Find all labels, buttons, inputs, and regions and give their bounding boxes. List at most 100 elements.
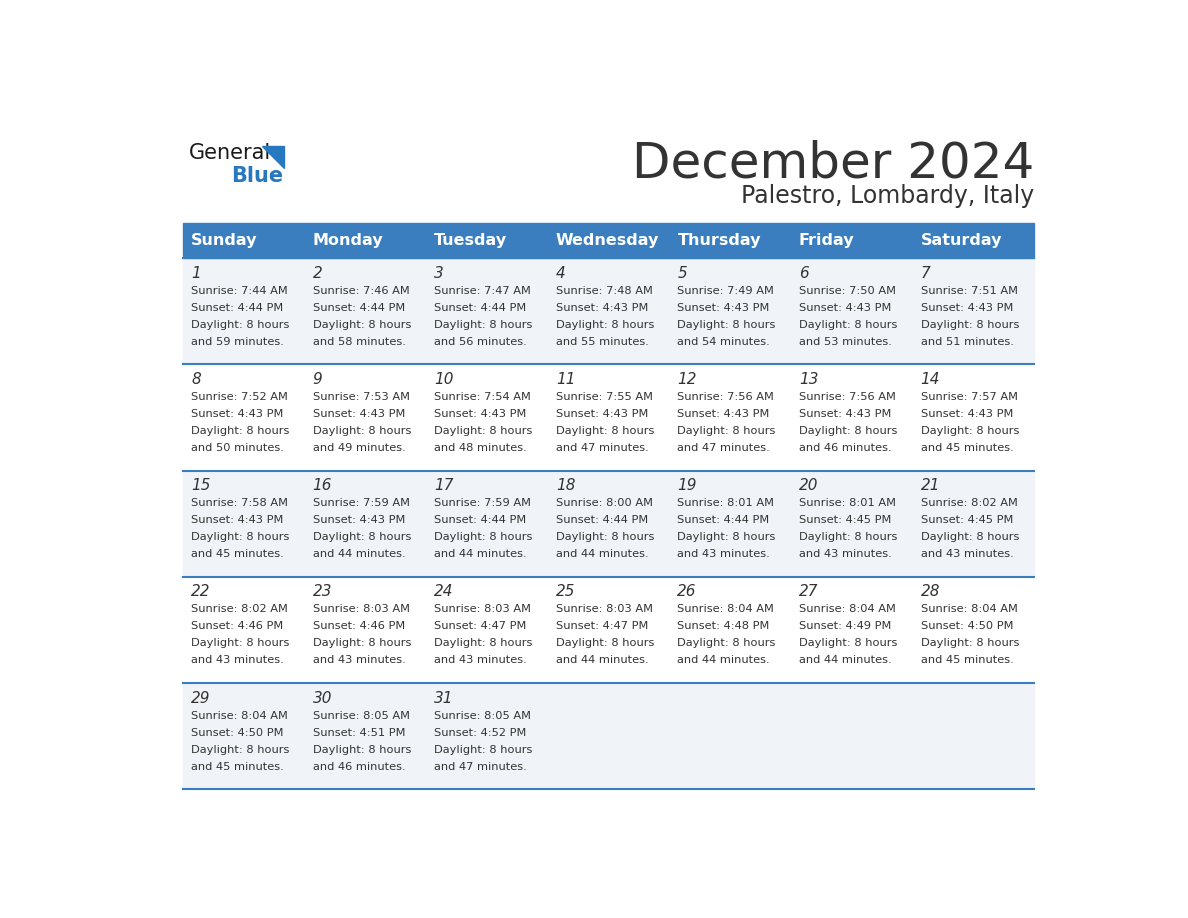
Text: 13: 13 xyxy=(800,372,819,387)
Text: Sunset: 4:44 PM: Sunset: 4:44 PM xyxy=(677,515,770,525)
Text: December 2024: December 2024 xyxy=(632,140,1035,187)
Text: Daylight: 8 hours: Daylight: 8 hours xyxy=(921,638,1019,648)
Text: Daylight: 8 hours: Daylight: 8 hours xyxy=(677,638,776,648)
Text: and 46 minutes.: and 46 minutes. xyxy=(800,442,891,453)
Bar xyxy=(183,577,1035,683)
Text: and 44 minutes.: and 44 minutes. xyxy=(556,549,649,559)
Text: 25: 25 xyxy=(556,585,575,599)
Text: Sunday: Sunday xyxy=(191,233,258,248)
Text: Sunset: 4:46 PM: Sunset: 4:46 PM xyxy=(191,621,284,632)
Text: Sunset: 4:52 PM: Sunset: 4:52 PM xyxy=(435,728,526,738)
Text: 15: 15 xyxy=(191,478,210,493)
Text: Tuesday: Tuesday xyxy=(435,233,507,248)
Bar xyxy=(183,364,1035,471)
Text: and 44 minutes.: and 44 minutes. xyxy=(556,655,649,666)
Text: and 43 minutes.: and 43 minutes. xyxy=(677,549,770,559)
Text: Sunrise: 7:56 AM: Sunrise: 7:56 AM xyxy=(677,392,775,402)
Text: Sunset: 4:50 PM: Sunset: 4:50 PM xyxy=(191,728,284,738)
Text: 21: 21 xyxy=(921,478,940,493)
Text: Sunset: 4:44 PM: Sunset: 4:44 PM xyxy=(556,515,649,525)
Text: Daylight: 8 hours: Daylight: 8 hours xyxy=(556,532,655,543)
Text: Sunrise: 7:49 AM: Sunrise: 7:49 AM xyxy=(677,285,775,296)
Text: and 48 minutes.: and 48 minutes. xyxy=(435,442,527,453)
Text: 9: 9 xyxy=(312,372,322,387)
Text: Sunset: 4:43 PM: Sunset: 4:43 PM xyxy=(921,303,1013,313)
Text: and 44 minutes.: and 44 minutes. xyxy=(800,655,891,666)
Text: Sunset: 4:43 PM: Sunset: 4:43 PM xyxy=(800,303,891,313)
Text: Daylight: 8 hours: Daylight: 8 hours xyxy=(800,638,897,648)
Polygon shape xyxy=(263,146,284,168)
Text: Daylight: 8 hours: Daylight: 8 hours xyxy=(191,426,290,436)
Text: Daylight: 8 hours: Daylight: 8 hours xyxy=(435,532,532,543)
Text: 1: 1 xyxy=(191,265,201,281)
Text: Sunset: 4:43 PM: Sunset: 4:43 PM xyxy=(435,409,526,419)
Text: Daylight: 8 hours: Daylight: 8 hours xyxy=(312,319,411,330)
Text: Daylight: 8 hours: Daylight: 8 hours xyxy=(312,744,411,755)
Bar xyxy=(183,222,1035,258)
Text: Sunset: 4:43 PM: Sunset: 4:43 PM xyxy=(677,409,770,419)
Text: 2: 2 xyxy=(312,265,322,281)
Text: Sunrise: 7:44 AM: Sunrise: 7:44 AM xyxy=(191,285,287,296)
Text: Sunset: 4:47 PM: Sunset: 4:47 PM xyxy=(556,621,649,632)
Text: Sunrise: 7:48 AM: Sunrise: 7:48 AM xyxy=(556,285,652,296)
Text: 3: 3 xyxy=(435,265,444,281)
Text: 6: 6 xyxy=(800,265,809,281)
Text: Monday: Monday xyxy=(312,233,384,248)
Text: Sunrise: 7:59 AM: Sunrise: 7:59 AM xyxy=(435,498,531,509)
Text: Sunset: 4:45 PM: Sunset: 4:45 PM xyxy=(800,515,891,525)
Text: and 43 minutes.: and 43 minutes. xyxy=(435,655,527,666)
Text: Sunset: 4:51 PM: Sunset: 4:51 PM xyxy=(312,728,405,738)
Text: Daylight: 8 hours: Daylight: 8 hours xyxy=(312,638,411,648)
Text: Daylight: 8 hours: Daylight: 8 hours xyxy=(191,744,290,755)
Text: Sunrise: 7:47 AM: Sunrise: 7:47 AM xyxy=(435,285,531,296)
Bar xyxy=(183,683,1035,789)
Text: Sunset: 4:46 PM: Sunset: 4:46 PM xyxy=(312,621,405,632)
Bar xyxy=(183,258,1035,364)
Text: and 43 minutes.: and 43 minutes. xyxy=(800,549,892,559)
Text: 14: 14 xyxy=(921,372,940,387)
Text: 17: 17 xyxy=(435,478,454,493)
Text: Sunrise: 7:54 AM: Sunrise: 7:54 AM xyxy=(435,392,531,402)
Text: and 44 minutes.: and 44 minutes. xyxy=(312,549,405,559)
Text: Sunset: 4:43 PM: Sunset: 4:43 PM xyxy=(312,409,405,419)
Text: Sunset: 4:44 PM: Sunset: 4:44 PM xyxy=(435,515,526,525)
Text: and 43 minutes.: and 43 minutes. xyxy=(921,549,1013,559)
Text: Sunrise: 8:03 AM: Sunrise: 8:03 AM xyxy=(435,604,531,614)
Text: Daylight: 8 hours: Daylight: 8 hours xyxy=(921,426,1019,436)
Text: 19: 19 xyxy=(677,478,697,493)
Text: and 50 minutes.: and 50 minutes. xyxy=(191,442,284,453)
Text: and 47 minutes.: and 47 minutes. xyxy=(556,442,649,453)
Text: Sunrise: 8:01 AM: Sunrise: 8:01 AM xyxy=(800,498,896,509)
Text: 26: 26 xyxy=(677,585,697,599)
Text: Friday: Friday xyxy=(800,233,854,248)
Text: Sunrise: 8:05 AM: Sunrise: 8:05 AM xyxy=(312,711,410,721)
Text: 29: 29 xyxy=(191,690,210,706)
Text: Blue: Blue xyxy=(232,166,284,186)
Text: 22: 22 xyxy=(191,585,210,599)
Text: Daylight: 8 hours: Daylight: 8 hours xyxy=(191,532,290,543)
Text: Sunrise: 8:03 AM: Sunrise: 8:03 AM xyxy=(556,604,653,614)
Text: Sunrise: 8:04 AM: Sunrise: 8:04 AM xyxy=(191,711,287,721)
Text: and 43 minutes.: and 43 minutes. xyxy=(191,655,284,666)
Text: Sunset: 4:45 PM: Sunset: 4:45 PM xyxy=(921,515,1013,525)
Text: Sunset: 4:43 PM: Sunset: 4:43 PM xyxy=(312,515,405,525)
Text: Daylight: 8 hours: Daylight: 8 hours xyxy=(312,426,411,436)
Text: 8: 8 xyxy=(191,372,201,387)
Text: Sunrise: 7:53 AM: Sunrise: 7:53 AM xyxy=(312,392,410,402)
Text: Daylight: 8 hours: Daylight: 8 hours xyxy=(435,744,532,755)
Text: Sunrise: 8:04 AM: Sunrise: 8:04 AM xyxy=(921,604,1017,614)
Text: Sunset: 4:43 PM: Sunset: 4:43 PM xyxy=(677,303,770,313)
Text: 10: 10 xyxy=(435,372,454,387)
Text: Daylight: 8 hours: Daylight: 8 hours xyxy=(800,532,897,543)
Text: Daylight: 8 hours: Daylight: 8 hours xyxy=(435,426,532,436)
Text: 18: 18 xyxy=(556,478,575,493)
Text: 31: 31 xyxy=(435,690,454,706)
Text: Sunrise: 7:55 AM: Sunrise: 7:55 AM xyxy=(556,392,653,402)
Text: and 47 minutes.: and 47 minutes. xyxy=(435,762,527,772)
Text: Sunrise: 7:56 AM: Sunrise: 7:56 AM xyxy=(800,392,896,402)
Text: Daylight: 8 hours: Daylight: 8 hours xyxy=(800,426,897,436)
Text: Sunset: 4:48 PM: Sunset: 4:48 PM xyxy=(677,621,770,632)
Bar xyxy=(183,471,1035,577)
Text: Sunrise: 8:04 AM: Sunrise: 8:04 AM xyxy=(800,604,896,614)
Text: and 45 minutes.: and 45 minutes. xyxy=(921,655,1013,666)
